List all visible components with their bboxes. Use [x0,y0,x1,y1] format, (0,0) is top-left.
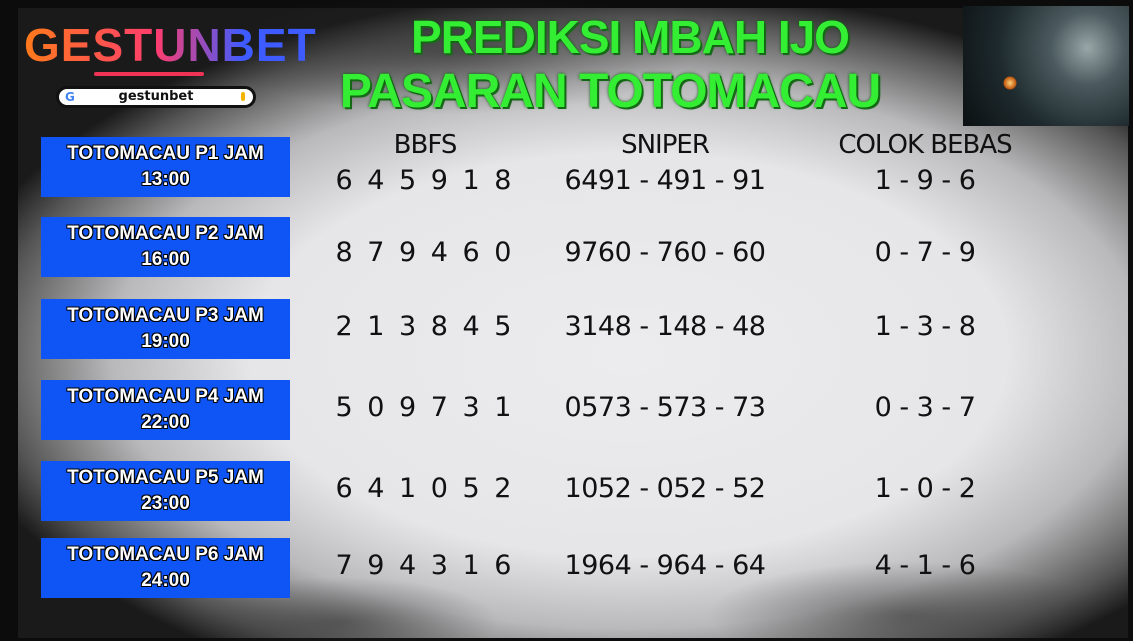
header-colok-bebas: COLOK BEBAS [838,130,1012,160]
market-label: TOTOMACAU P2 JAM 16:00 [41,217,290,277]
logo-underline [94,72,204,76]
colok-bebas-value: 4 - 1 - 6 [874,550,976,581]
bbfs-value: 2 1 3 8 4 5 [335,311,515,342]
market-name: TOTOMACAU P4 JAM [67,386,264,407]
google-g-icon: G [65,90,75,104]
market-name: TOTOMACAU P2 JAM [67,223,264,244]
sniper-value: 6491 - 491 - 91 [564,165,766,196]
sniper-value: 9760 - 760 - 60 [564,237,766,268]
market-name: TOTOMACAU P5 JAM [67,467,264,488]
bbfs-value: 7 9 4 3 1 6 [335,550,515,581]
colok-bebas-value: 0 - 7 - 9 [874,237,976,268]
colok-bebas-value: 1 - 9 - 6 [874,165,976,196]
search-query: gestunbet [118,89,194,104]
market-time: 23:00 [141,493,190,514]
bbfs-value: 6 4 5 9 1 8 [335,165,515,196]
sniper-value: 0573 - 573 - 73 [564,392,766,423]
header-sniper: SNIPER [621,130,710,160]
market-name: TOTOMACAU P6 JAM [67,544,264,565]
header-bbfs: BBFS [393,130,458,160]
sniper-value: 1964 - 964 - 64 [564,550,766,581]
mic-icon [241,92,245,101]
market-label: TOTOMACAU P6 JAM 24:00 [41,538,290,598]
panther-illustration [963,6,1129,126]
bbfs-value: 8 7 9 4 6 0 [335,237,515,268]
market-time: 22:00 [141,412,190,433]
market-label: TOTOMACAU P1 JAM 13:00 [41,137,290,197]
bbfs-value: 5 0 9 7 3 1 [335,392,515,423]
market-label: TOTOMACAU P3 JAM 19:00 [41,299,290,359]
logo-text: GESTUNBET [24,19,317,71]
market-time: 19:00 [141,331,190,352]
sniper-value: 3148 - 148 - 48 [564,311,766,342]
market-name: TOTOMACAU P1 JAM [67,143,264,164]
market-label: TOTOMACAU P5 JAM 23:00 [41,461,290,521]
bbfs-value: 6 4 1 0 5 2 [335,473,515,504]
gestunbet-logo: GESTUNBET [24,18,316,88]
market-time: 16:00 [141,249,190,270]
title-line-2: PASARAN TOTOMACAU [339,65,881,118]
market-time: 13:00 [141,169,190,190]
colok-bebas-value: 1 - 0 - 2 [874,473,976,504]
market-label: TOTOMACAU P4 JAM 22:00 [41,380,290,440]
title-line-1: PREDIKSI MBAH IJO [411,11,850,63]
colok-bebas-value: 0 - 3 - 7 [874,392,976,423]
market-time: 24:00 [141,570,190,591]
lamp-icon [1003,76,1017,90]
sniper-value: 1052 - 052 - 52 [564,473,766,504]
market-name: TOTOMACAU P3 JAM [67,305,264,326]
colok-bebas-value: 1 - 3 - 8 [874,311,976,342]
search-bar: G gestunbet [56,86,256,108]
